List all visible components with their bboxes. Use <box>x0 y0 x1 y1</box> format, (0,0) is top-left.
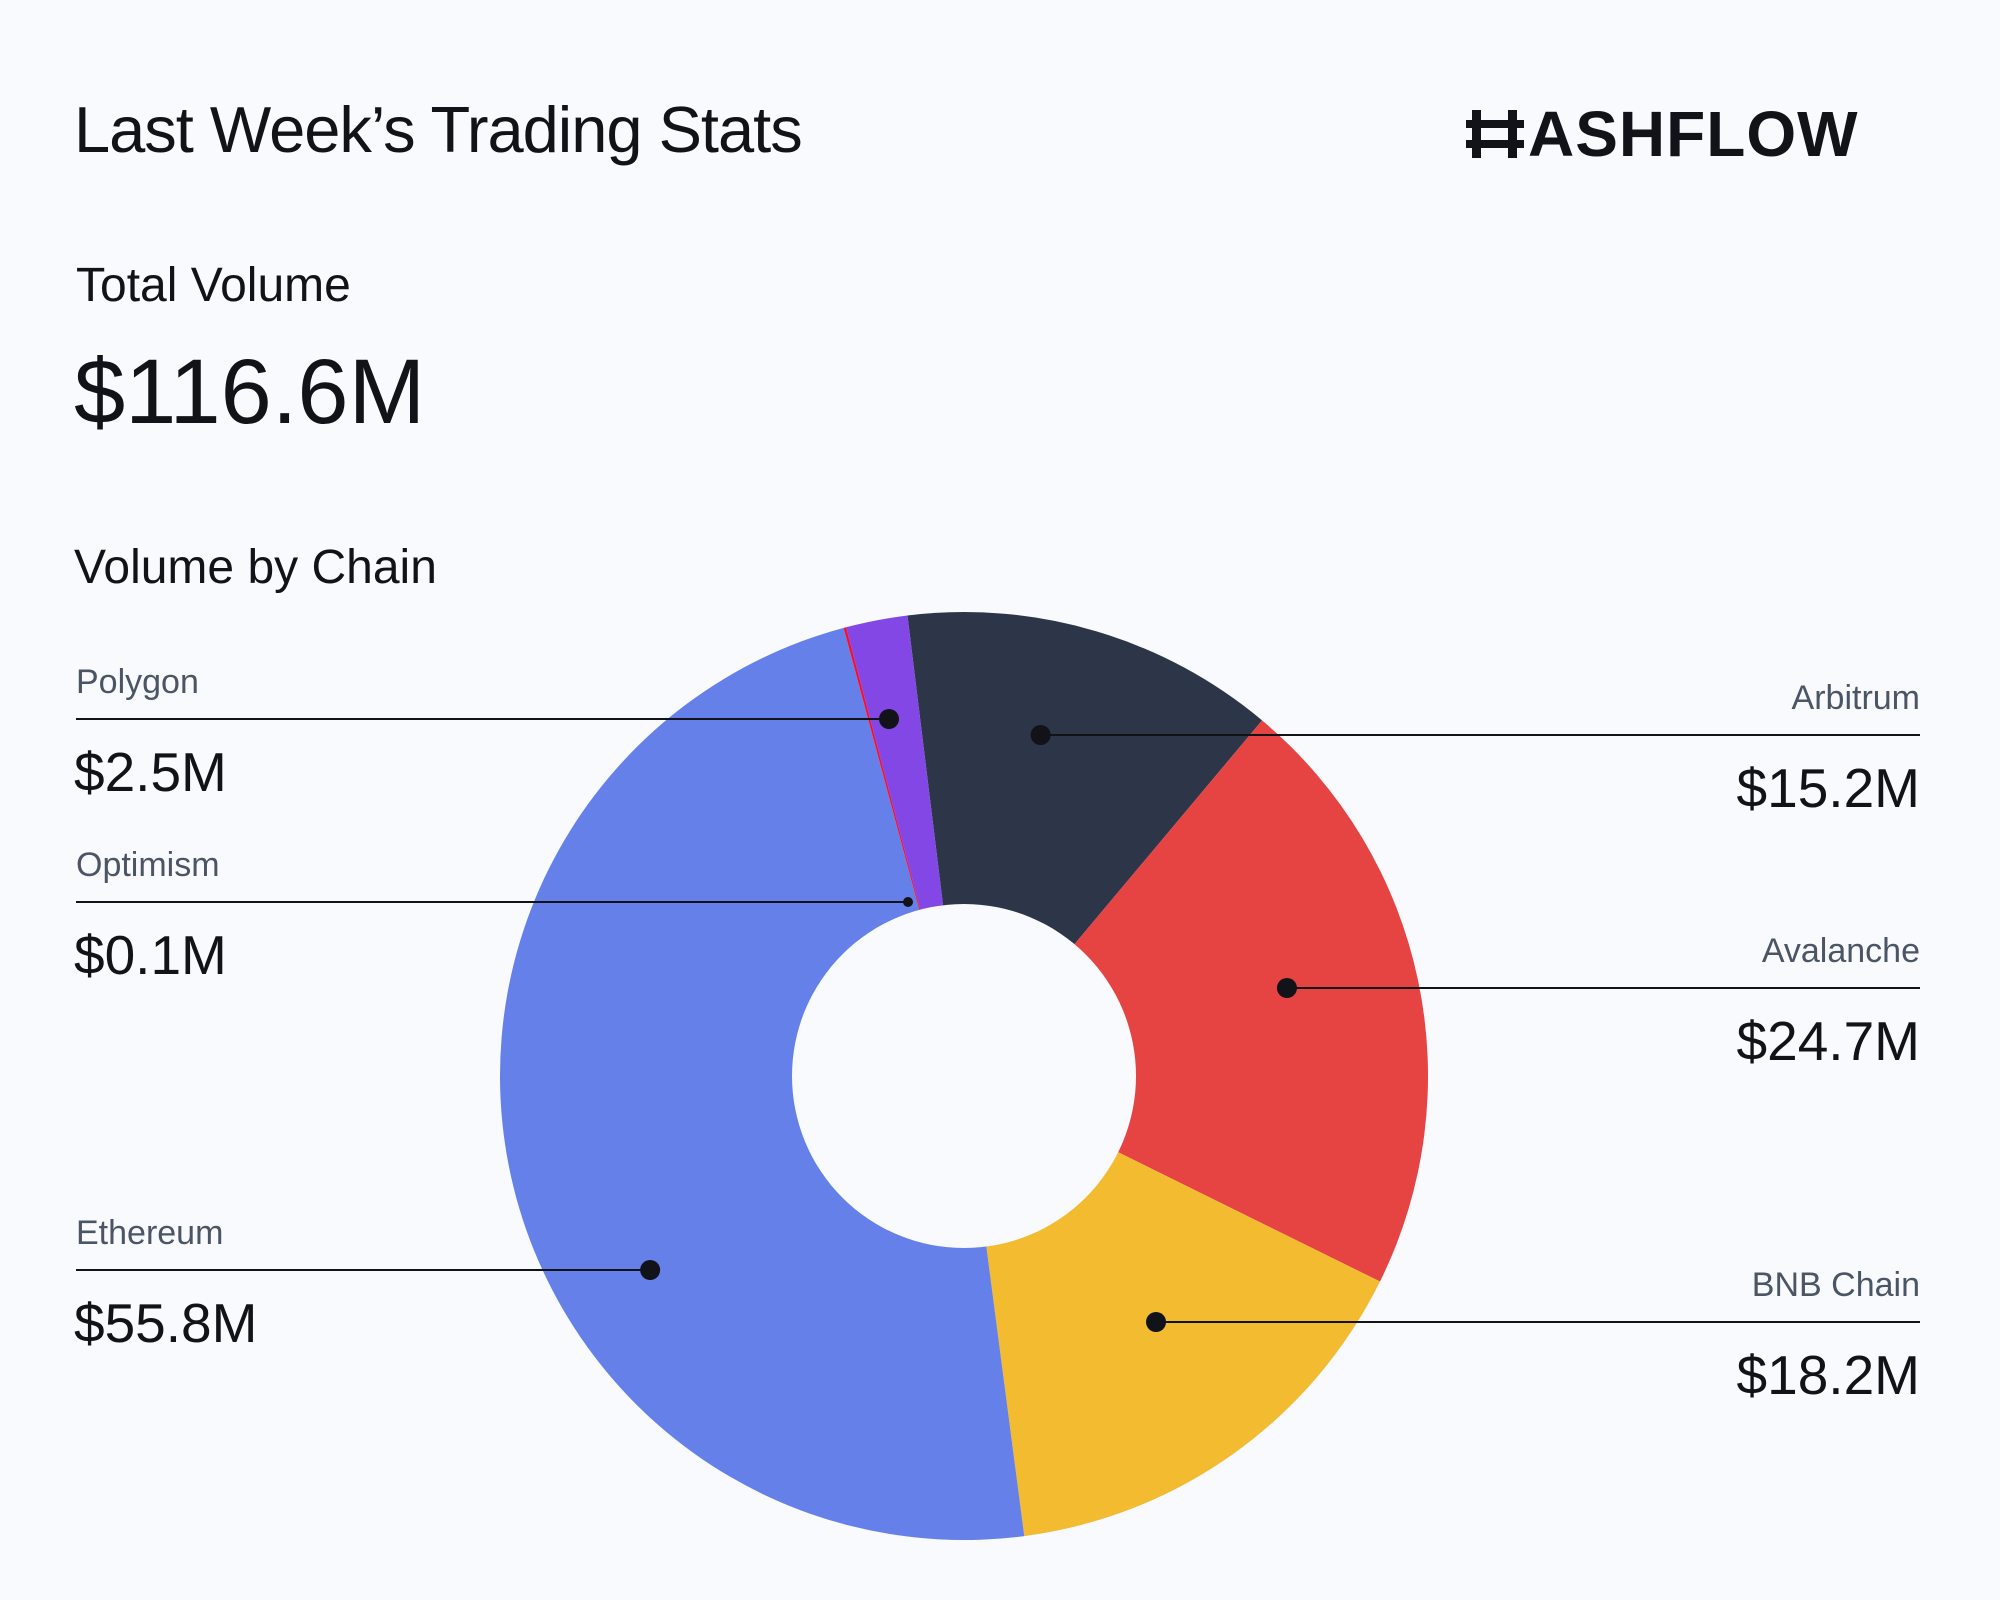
data-label-avalanche: $24.7M <box>1737 1010 1920 1072</box>
marker-dot-bnb-chain <box>1146 1312 1167 1332</box>
donut-hole <box>792 904 1136 1248</box>
data-label-optimism: $0.1M <box>74 924 227 986</box>
legend-name-ethereum: Ethereum <box>76 1214 223 1252</box>
legend-name-polygon: Polygon <box>76 663 199 701</box>
legend-name-avalanche: Avalanche <box>1762 932 1920 970</box>
data-label-bnb-chain: $18.2M <box>1737 1344 1920 1406</box>
hash-icon <box>1466 110 1524 158</box>
marker-dot-polygon <box>879 709 899 729</box>
data-label-arbitrum: $15.2M <box>1737 757 1920 819</box>
marker-dot-arbitrum <box>1030 725 1051 745</box>
logo-wordmark: ASHFLOW <box>1528 98 1859 170</box>
brand-logo: ASHFLOW <box>1466 100 1918 168</box>
legend-name-arbitrum: Arbitrum <box>1792 679 1920 717</box>
slice-avalanche <box>964 720 1428 1282</box>
slice-ethereum <box>500 627 1025 1540</box>
legend-name-bnb-chain: BNB Chain <box>1752 1266 1920 1304</box>
volume-by-chain-label: Volume by Chain <box>74 541 437 594</box>
marker-dot-avalanche <box>1276 978 1297 998</box>
marker-dot-optimism <box>903 897 913 907</box>
marker-dot-ethereum <box>640 1260 661 1280</box>
total-volume-label: Total Volume <box>76 259 351 312</box>
total-volume-value: $116.6M <box>74 341 426 443</box>
data-label-ethereum: $55.8M <box>74 1292 257 1354</box>
page-title: Last Week’s Trading Stats <box>74 93 803 166</box>
legend-name-optimism: Optimism <box>76 846 220 884</box>
data-label-polygon: $2.5M <box>74 741 227 803</box>
